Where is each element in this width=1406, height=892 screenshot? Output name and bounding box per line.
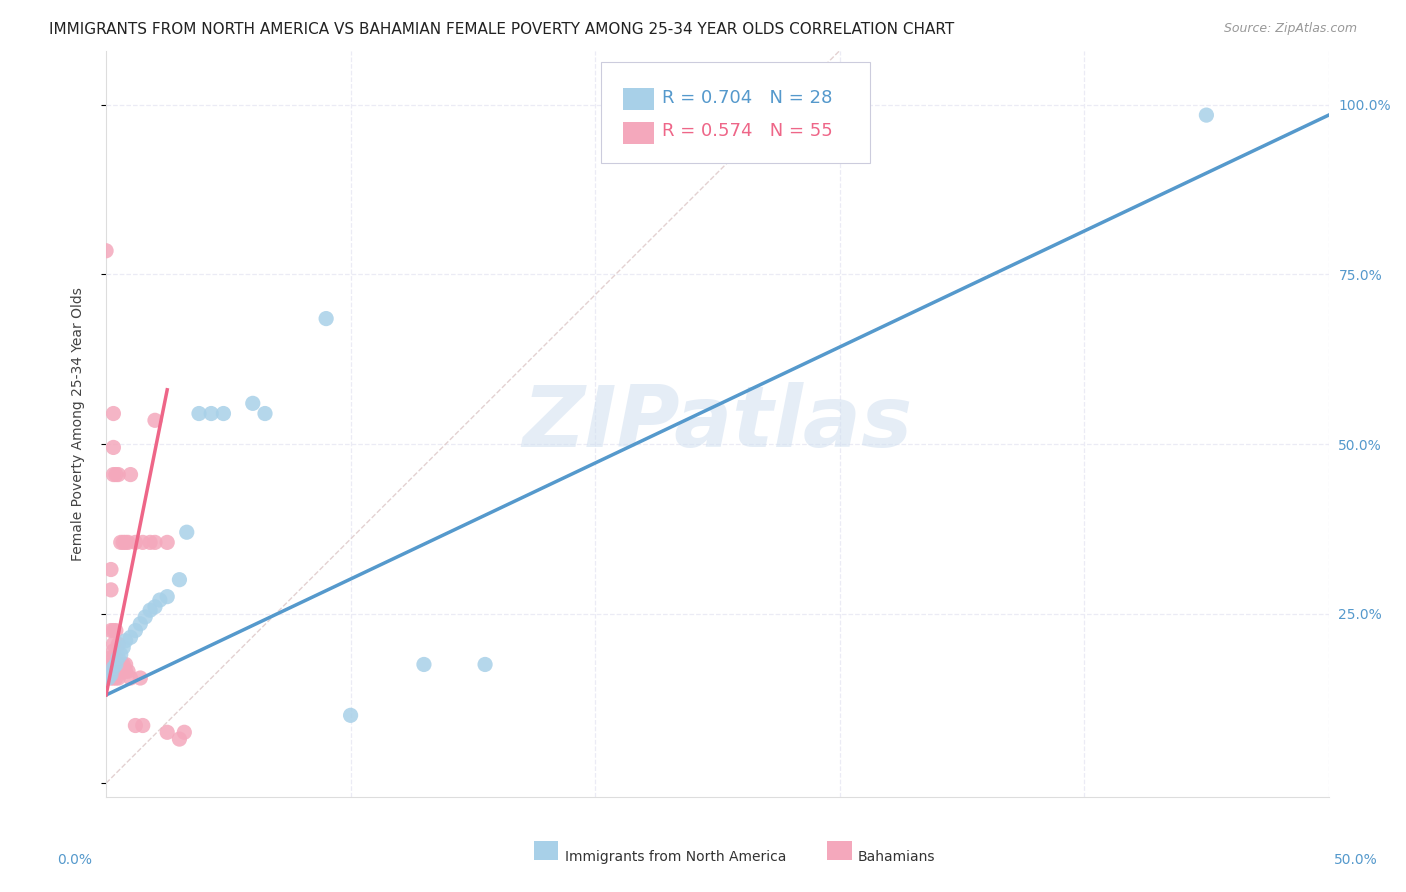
Point	[114, 535, 136, 549]
Point	[253, 407, 276, 421]
Point	[103, 637, 125, 651]
FancyBboxPatch shape	[602, 62, 870, 162]
Point	[103, 624, 125, 638]
Point	[107, 671, 129, 685]
Point	[104, 657, 127, 672]
Point	[212, 407, 235, 421]
Point	[103, 407, 125, 421]
Point	[100, 562, 122, 576]
Point	[104, 467, 127, 482]
Bar	[827, 841, 852, 860]
Text: Immigrants from North America: Immigrants from North America	[565, 850, 786, 864]
Point	[120, 671, 142, 685]
Point	[114, 633, 136, 648]
Point	[112, 665, 135, 679]
Text: Bahamians: Bahamians	[858, 850, 935, 864]
Point	[114, 657, 136, 672]
Point	[176, 525, 198, 540]
Point	[143, 535, 166, 549]
Text: 0.0%: 0.0%	[58, 853, 93, 867]
Point	[242, 396, 264, 410]
Point	[124, 535, 146, 549]
Text: ZIPatlas: ZIPatlas	[522, 382, 912, 466]
Point	[100, 582, 122, 597]
Point	[149, 593, 172, 607]
Point	[100, 671, 122, 685]
Point	[104, 657, 127, 672]
Bar	[623, 121, 654, 144]
Y-axis label: Female Poverty Among 25-34 Year Olds: Female Poverty Among 25-34 Year Olds	[72, 286, 86, 561]
Point	[100, 667, 122, 681]
Point	[103, 467, 125, 482]
Point	[169, 573, 191, 587]
Bar	[534, 841, 558, 860]
Point	[104, 650, 127, 665]
Point	[114, 665, 136, 679]
Point	[169, 732, 191, 747]
Point	[134, 610, 156, 624]
Point	[100, 657, 122, 672]
Point	[1195, 108, 1218, 122]
Text: R = 0.704   N = 28: R = 0.704 N = 28	[662, 88, 832, 107]
Point	[110, 665, 132, 679]
Point	[103, 650, 125, 665]
Point	[107, 467, 129, 482]
Point	[124, 718, 146, 732]
Point	[107, 637, 129, 651]
Point	[100, 665, 122, 679]
Point	[103, 441, 125, 455]
Point	[107, 657, 129, 672]
Point	[107, 665, 129, 679]
Point	[129, 616, 152, 631]
Point	[120, 467, 142, 482]
Point	[117, 665, 139, 679]
Point	[339, 708, 361, 723]
Point	[110, 648, 132, 662]
Point	[103, 665, 125, 679]
Point	[129, 671, 152, 685]
Point	[107, 650, 129, 665]
Bar	[623, 88, 654, 111]
Point	[132, 535, 155, 549]
Point	[100, 650, 122, 665]
Point	[474, 657, 496, 672]
Point	[112, 535, 135, 549]
Point	[124, 624, 146, 638]
Point	[103, 671, 125, 685]
Point	[103, 644, 125, 658]
Point	[94, 244, 117, 258]
Point	[110, 657, 132, 672]
Point	[120, 631, 142, 645]
Point	[156, 535, 179, 549]
Point	[110, 535, 132, 549]
Point	[143, 413, 166, 427]
Point	[413, 657, 436, 672]
Point	[112, 657, 135, 672]
Text: 50.0%: 50.0%	[1334, 853, 1378, 867]
Text: IMMIGRANTS FROM NORTH AMERICA VS BAHAMIAN FEMALE POVERTY AMONG 25-34 YEAR OLDS C: IMMIGRANTS FROM NORTH AMERICA VS BAHAMIA…	[49, 22, 955, 37]
Point	[103, 661, 125, 675]
Point	[315, 311, 337, 326]
Point	[104, 624, 127, 638]
Point	[117, 535, 139, 549]
Point	[156, 725, 179, 739]
Point	[103, 657, 125, 672]
Point	[139, 603, 162, 617]
Point	[188, 407, 211, 421]
Point	[200, 407, 222, 421]
Point	[173, 725, 195, 739]
Point	[104, 671, 127, 685]
Point	[132, 718, 155, 732]
Point	[100, 624, 122, 638]
Text: R = 0.574   N = 55: R = 0.574 N = 55	[662, 122, 834, 140]
Text: Source: ZipAtlas.com: Source: ZipAtlas.com	[1223, 22, 1357, 36]
Point	[104, 665, 127, 679]
Point	[97, 671, 120, 685]
Point	[112, 640, 135, 655]
Point	[139, 535, 162, 549]
Point	[156, 590, 179, 604]
Point	[143, 599, 166, 614]
